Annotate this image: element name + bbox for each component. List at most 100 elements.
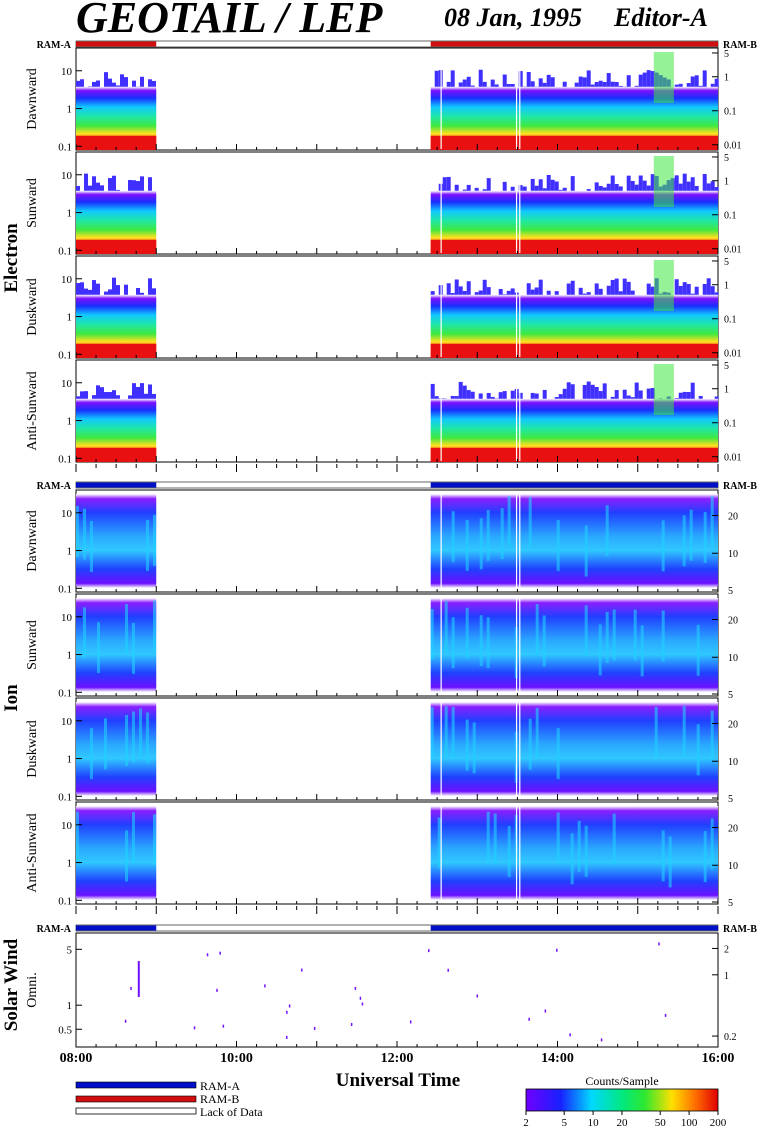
legend-lack-swatch [75, 1107, 197, 1115]
electron-panel-2-cell [554, 181, 559, 191]
electron-panel-3-cell [678, 285, 683, 295]
solarwind-panel-speck [264, 984, 266, 988]
ion-panel-4-streak [437, 817, 441, 869]
electron-panel-3-cell [486, 287, 491, 295]
colorbar-tick-label: 20 [617, 1117, 629, 1128]
electron-panel-3-cell [674, 279, 679, 295]
colorbar-tick-label: 5 [561, 1117, 567, 1128]
solarwind-panel-speck [569, 1033, 571, 1037]
electron-panel-4-ytick-right-label: 0.1 [724, 419, 737, 430]
ion-panel-2-band [430, 598, 718, 692]
electron-panel-1-cell [76, 80, 80, 87]
ion-panel-4-streak [661, 830, 665, 882]
electron-panel-4-ytick-label: 0.1 [58, 453, 72, 465]
colorbar [525, 1088, 719, 1112]
electron-panel-4-cell [100, 387, 104, 399]
solarwind-panel-speck [313, 1026, 316, 1030]
electron-panel-1-ytick-right-label: 5 [724, 49, 729, 60]
electron-panel-4-cell [674, 398, 679, 399]
ion-panel-4-ytick-label: 10 [61, 820, 73, 832]
electron-panel-2-cell [614, 184, 619, 191]
electron-panel-4-cell [714, 396, 719, 399]
electron-panel-1-label: Dawnward [25, 68, 40, 129]
electron-panel-4-label: Anti-Sunward [25, 371, 40, 450]
ion-panel-2-ytick-right-label: 20 [728, 616, 738, 627]
electron-panel-3-cell [690, 293, 695, 295]
ion-panel-3-streak [535, 707, 539, 759]
ion-panel-3-streak [528, 718, 532, 770]
electron-panel-3-ytick-label: 10 [61, 274, 73, 286]
electron-panel-4-cell [554, 397, 559, 399]
electron-panel-1-cell [502, 74, 507, 87]
ion-panel-2-streak [605, 611, 609, 663]
electron-panel-2-cell [642, 180, 647, 191]
electron-panel-3-cell [530, 289, 535, 295]
electron-panel-1-cell [610, 81, 615, 87]
ion-panel-1-streak [76, 506, 79, 558]
electron-panel-4-cell [498, 392, 503, 399]
x-tick-label: 08:00 [60, 1051, 93, 1066]
solarwind-panel-label: Omni. [25, 972, 40, 1007]
electron-panel-2-cell [702, 174, 707, 191]
electron-panel-1-cell [574, 82, 579, 87]
electron-panel-1-cell [710, 83, 715, 87]
ion-panel-2-band [76, 598, 157, 692]
ion-panel-2-streak [696, 624, 700, 676]
group-label-electron: Electron [1, 223, 22, 293]
ion-panel-3-streak [132, 711, 135, 763]
ion-panel-4-ytick-label: 1 [67, 858, 73, 870]
electron-panel-2-ytick-label: 1 [67, 208, 73, 220]
electron-panel-1-cell [550, 77, 555, 87]
electron-panel-1-cell [542, 82, 547, 87]
colorbar-tick-label: 2 [523, 1117, 529, 1128]
solarwind-panel-speck [600, 1038, 603, 1042]
electron-panel-1-cell [618, 85, 623, 87]
electron-panel-2-cell [474, 187, 479, 191]
electron-panel-2-cell [710, 181, 715, 191]
electron-panel-1-cell [470, 85, 475, 87]
electron-panel-1-cell [606, 73, 611, 87]
ion-panel-4-label: Anti-Sunward [25, 813, 40, 892]
ion-panel-3-streak [710, 710, 714, 762]
electron-panel-1-cell [466, 76, 471, 87]
legend-ram-a-swatch [75, 1081, 197, 1089]
electron-panel-1-cell [490, 79, 495, 87]
x-axis-label: Universal Time [336, 1070, 460, 1091]
ion-panel-1-streak [556, 520, 560, 572]
ram-bar-ion-right-label: RAM-B [723, 481, 757, 492]
electron-panel-3-cell [534, 287, 539, 295]
electron-panel-4-cell [698, 395, 703, 399]
electron-panel-3-cell [554, 291, 559, 295]
solarwind-panel-speck [354, 986, 357, 990]
ion-panel-4-ytick-right-label: 10 [728, 861, 738, 872]
electron-panel-2-cell [534, 185, 539, 191]
solarwind-panel-speck [544, 1009, 547, 1013]
ion-panel-2-label: Sunward [25, 620, 40, 670]
ram-bar-ion-b [430, 482, 718, 488]
electron-panel-4-cell [96, 385, 100, 399]
ion-panel-4-streak [507, 826, 511, 878]
electron-panel-4-ytick-label: 10 [61, 378, 73, 390]
ion-panel-4-streak [486, 811, 490, 863]
electron-panel-3-cell [92, 280, 96, 295]
electron-panel-1-cell [562, 81, 567, 87]
ion-panel-4-streak [153, 814, 156, 866]
electron-panel-2-cell [646, 185, 651, 191]
electron-panel-1-cell [108, 78, 112, 87]
electron-panel-4-cell [140, 383, 144, 399]
ion-panel-3-streak [90, 728, 93, 780]
electron-panel-4-cell [626, 395, 631, 399]
electron-panel-3-cell [694, 286, 699, 295]
electron-panel-3-ytick-right-label: 0.1 [724, 315, 737, 326]
ion-panel-2-streak [132, 622, 135, 674]
ion-panel-3-band [430, 702, 718, 796]
ion-panel-1-streak [451, 511, 455, 563]
electron-panel-1-cell [112, 82, 116, 87]
electron-panel-4-cell [470, 391, 475, 399]
electron-panel-3-cell [578, 287, 583, 295]
electron-panel-3-cell [76, 283, 80, 295]
solarwind-panel-speck [664, 1013, 667, 1017]
electron-panel-3-cell [88, 289, 92, 295]
electron-panel-4-cell [634, 382, 639, 399]
ion-panel-3-streak [125, 715, 128, 767]
